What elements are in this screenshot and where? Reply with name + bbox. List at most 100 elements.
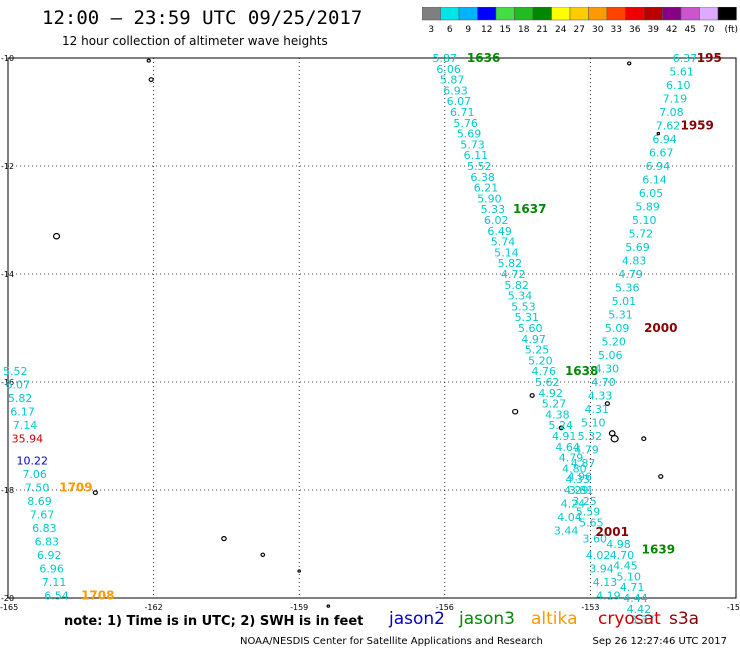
wave-height-label: 6.49 bbox=[487, 225, 512, 238]
wave-height-label: 7.62 bbox=[656, 120, 681, 133]
wave-height-label: 5.25 bbox=[525, 344, 550, 357]
satellite-legend-altika: altika bbox=[531, 609, 578, 629]
wave-height-label: 6.07 bbox=[447, 95, 472, 108]
colorbar-label: 70 bbox=[703, 25, 715, 35]
island-outline bbox=[610, 434, 619, 443]
island-outline bbox=[529, 393, 535, 398]
colorbar-label: 15 bbox=[500, 25, 511, 35]
wave-height-label: 5.73 bbox=[460, 138, 485, 151]
colorbar-label: 33 bbox=[611, 25, 622, 35]
wave-height-label: 5.33 bbox=[481, 203, 506, 216]
wave-height-colorbar: 3 6 9 12 15 18 21 24 27 30 33 36 39 42 45 70 (ft) bbox=[422, 7, 738, 35]
wave-height-label: 6.14 bbox=[642, 174, 667, 187]
wave-height-label: 5.09 bbox=[605, 322, 630, 335]
map-frame bbox=[7, 57, 737, 599]
island-outline bbox=[221, 536, 227, 542]
wave-height-label: 5.82 bbox=[504, 279, 529, 292]
wave-height-label: 4.97 bbox=[521, 333, 546, 346]
island-outline bbox=[604, 401, 610, 407]
wave-height-label: 6.06 bbox=[436, 63, 461, 76]
wave-height-label: 5.32 bbox=[578, 430, 603, 443]
colorbar-label: 9 bbox=[465, 25, 471, 35]
wave-height-label: 5.10 bbox=[616, 570, 641, 583]
longitude-tick-label: -156 bbox=[436, 603, 454, 612]
wave-height-label: 6.92 bbox=[37, 549, 62, 562]
colorbar-label: 6 bbox=[447, 25, 453, 35]
wave-height-label: 7.19 bbox=[663, 93, 688, 106]
wave-height-label: 4.72 bbox=[501, 268, 526, 281]
wave-height-label: 4.87 bbox=[571, 457, 596, 470]
island-outline bbox=[558, 425, 564, 431]
island-outline bbox=[146, 58, 151, 63]
wave-height-label: 6.54 bbox=[44, 589, 69, 602]
colorbar-label: (ft) bbox=[724, 25, 738, 35]
wave-height-label: 5.52 bbox=[467, 160, 492, 173]
wave-height-label: 5.61 bbox=[669, 66, 694, 79]
wave-height-label: 6.67 bbox=[649, 147, 674, 160]
wave-height-label: 4.29 bbox=[564, 484, 589, 497]
wave-height-label: 10.22 bbox=[17, 454, 49, 467]
wave-height-label: 5.74 bbox=[491, 236, 516, 249]
wave-height-label: 5.62 bbox=[535, 376, 560, 389]
wave-height-label: 4.64 bbox=[555, 441, 580, 454]
island-outline bbox=[658, 474, 664, 479]
latitude-tick-label: -10 bbox=[1, 54, 14, 63]
wave-height-label: 5.89 bbox=[635, 201, 660, 214]
wave-height-label: 3.37 bbox=[630, 614, 655, 627]
wave-height-label: 6.11 bbox=[464, 149, 489, 162]
wave-height-label: 3.94 bbox=[589, 562, 614, 575]
pass-time-label: 1637 bbox=[513, 202, 546, 216]
wave-height-label: 5.87 bbox=[433, 52, 458, 65]
wave-height-label: 4.91 bbox=[552, 430, 577, 443]
wave-height-label: 4.02 bbox=[586, 549, 611, 562]
wave-height-label: 6.94 bbox=[646, 160, 671, 173]
wave-height-label: 3.60 bbox=[583, 533, 608, 546]
wave-height-label: 4.19 bbox=[596, 589, 621, 602]
wave-height-label: 4.92 bbox=[538, 387, 563, 400]
island-outline bbox=[260, 552, 266, 558]
wave-height-label: 4.70 bbox=[591, 376, 616, 389]
wave-height-label: 7.11 bbox=[42, 576, 67, 589]
wave-height-label: 5.52 bbox=[3, 365, 28, 378]
longitude-tick-label: -153 bbox=[581, 603, 599, 612]
wave-height-label: 4.04 bbox=[557, 511, 582, 524]
wave-height-label: 5.27 bbox=[542, 398, 567, 411]
wave-height-label: 4.98 bbox=[606, 538, 631, 551]
colorbar-label: 39 bbox=[648, 25, 660, 35]
wave-height-label: 7.50 bbox=[25, 481, 50, 494]
wave-height-label: 35.94 bbox=[12, 433, 44, 446]
wave-height-label: 6.38 bbox=[470, 171, 495, 184]
wave-height-label: 5.59 bbox=[576, 506, 601, 519]
longitude-tick-label: -159 bbox=[290, 603, 308, 612]
wave-height-label: 4.71 bbox=[620, 581, 645, 594]
wave-height-label: 4.80 bbox=[562, 462, 587, 475]
wave-height-label: 3.44 bbox=[554, 525, 579, 538]
map-subtitle: 12 hour collection of altimeter wave hei… bbox=[62, 34, 328, 48]
wave-height-label: 6.93 bbox=[443, 84, 468, 97]
wave-height-label: 5.14 bbox=[494, 246, 519, 259]
wave-height-label: 4.76 bbox=[532, 365, 557, 378]
units-note: note: 1) Time is in UTC; 2) SWH is in fe… bbox=[64, 614, 363, 629]
pass-time-label: 2000 bbox=[644, 321, 677, 335]
wave-height-label: 6.83 bbox=[32, 522, 57, 535]
wave-height-label: 5.06 bbox=[598, 349, 623, 362]
colorbar-label: 45 bbox=[685, 25, 696, 35]
wave-height-label: 4.31 bbox=[584, 403, 609, 416]
wave-height-label: 5.10 bbox=[581, 417, 606, 430]
colorbar-label: 3 bbox=[428, 25, 434, 35]
colorbar-label: 27 bbox=[574, 25, 585, 35]
wave-height-label: 6.07 bbox=[5, 379, 30, 392]
wave-height-label: 6.83 bbox=[35, 535, 60, 548]
colorbar-label: 42 bbox=[666, 25, 677, 35]
wave-height-label: 5.87 bbox=[440, 74, 465, 87]
island-outline bbox=[512, 408, 519, 415]
island-outline bbox=[627, 61, 632, 66]
wave-height-label: 5.31 bbox=[515, 311, 540, 324]
credit-line: NOAA/NESDIS Center for Satellite Applica… bbox=[240, 636, 543, 647]
wave-height-label: 4.96 bbox=[567, 471, 592, 484]
colorbar-label: 12 bbox=[481, 25, 492, 35]
wave-height-label: 4.83 bbox=[622, 255, 647, 268]
satellite-legend-jason2: jason2 bbox=[388, 609, 445, 629]
satellite-legend-s3a: s3a bbox=[669, 609, 699, 629]
